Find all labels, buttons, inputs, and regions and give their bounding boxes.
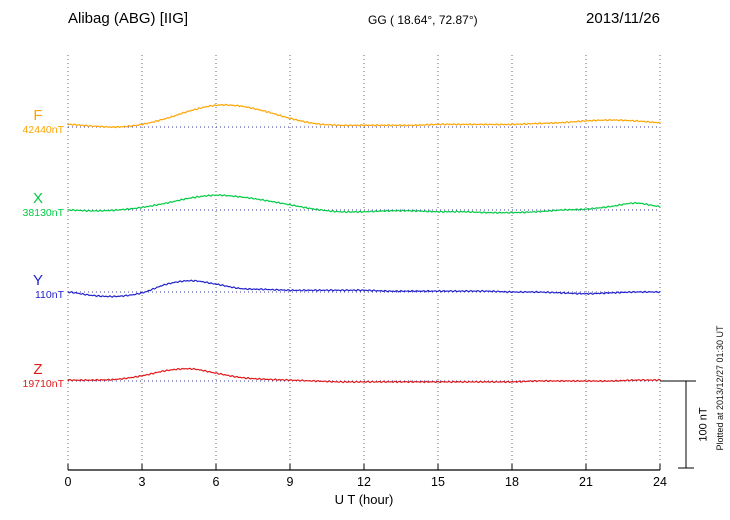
trace-X: [67, 194, 661, 214]
x-tick-6: 6: [212, 475, 220, 489]
traces: [67, 103, 661, 384]
geographic-coords: GG ( 18.64°, 72.87°): [368, 13, 478, 27]
trace-Z: [67, 367, 661, 384]
x-tick-15: 15: [431, 475, 445, 489]
scalebar-label: 100 nT: [697, 407, 710, 442]
channel-baseline-X: 38130nT: [22, 207, 64, 219]
channel-block-Y: Y 110nT: [12, 272, 64, 302]
gridlines: [67, 55, 661, 470]
plot-date: 2013/11/26: [586, 10, 660, 27]
channel-baseline-F: 42440nT: [22, 124, 64, 136]
channel-label-Y: Y: [32, 272, 43, 289]
channel-label-X: X: [32, 190, 43, 207]
x-tick-9: 9: [286, 475, 294, 489]
channel-block-F: F 42440nT: [12, 107, 64, 137]
x-tick-18: 18: [505, 475, 519, 489]
plotted-at-note: Plotted at 2013/12/27 01:30 UT: [715, 325, 725, 451]
channel-label-F: F: [33, 107, 43, 124]
scalebar: [660, 380, 696, 469]
x-tick-21: 21: [579, 475, 593, 489]
trace-Y: [67, 279, 661, 298]
x-axis: [67, 464, 661, 471]
trace-F: [67, 103, 661, 129]
x-tick-24: 24: [653, 475, 667, 489]
channel-label-Z: Z: [33, 361, 43, 378]
station-title: Alibag (ABG) [IIG]: [68, 10, 189, 27]
x-axis-title: U T (hour): [334, 492, 394, 507]
channel-baseline-Z: 19710nT: [22, 378, 64, 390]
x-tick-12: 12: [357, 475, 371, 489]
baselines: [68, 126, 660, 382]
x-tick-0: 0: [64, 475, 72, 489]
x-tick-3: 3: [138, 475, 146, 489]
channel-block-Z: Z 19710nT: [12, 361, 64, 391]
channel-baseline-Y: 110nT: [35, 289, 64, 301]
channel-block-X: X 38130nT: [12, 190, 64, 220]
